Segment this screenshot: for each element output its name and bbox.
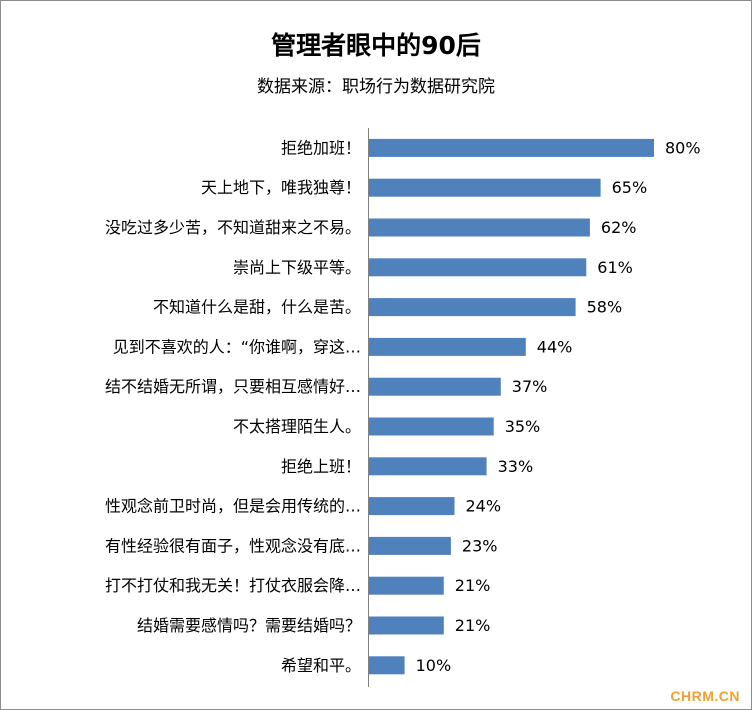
value-label: 33% <box>498 457 534 476</box>
bar <box>369 138 654 157</box>
bar <box>369 298 576 317</box>
bar <box>369 178 601 197</box>
value-label: 80% <box>665 138 701 157</box>
value-label: 21% <box>455 616 491 635</box>
value-label: 37% <box>512 377 548 396</box>
category-label: 拒绝上班！ <box>281 457 361 476</box>
bars-group <box>369 138 654 675</box>
category-label: 打不打仗和我无关！打仗衣服会降… <box>105 576 361 595</box>
bar <box>369 417 494 436</box>
bar <box>369 656 405 675</box>
chart-subtitle: 数据来源：职场行为数据研究院 <box>257 77 495 97</box>
value-label: 23% <box>462 536 498 555</box>
bar <box>369 337 526 356</box>
category-label: 不知道什么是甜，什么是苦。 <box>153 298 361 317</box>
category-label: 不太搭理陌生人。 <box>233 417 361 436</box>
category-label: 有性经验很有面子，性观念没有底… <box>105 536 361 555</box>
watermark-logo: CHRM.CN <box>670 688 740 704</box>
category-label: 没吃过多少苦，不知道甜来之不易。 <box>105 218 361 237</box>
value-label: 21% <box>455 576 491 595</box>
category-label: 崇尚上下级平等。 <box>233 258 361 277</box>
category-label: 性观念前卫时尚，但是会用传统的… <box>105 497 361 516</box>
value-label: 61% <box>597 258 633 277</box>
bar <box>369 536 451 555</box>
category-label: 结婚需要感情吗？需要结婚吗？ <box>137 616 361 635</box>
category-label: 见到不喜欢的人：“你谁啊，穿这… <box>113 337 361 356</box>
bar <box>369 377 501 396</box>
value-label: 24% <box>466 497 502 516</box>
category-label: 拒绝加班！ <box>281 138 361 157</box>
category-label: 天上地下，唯我独尊！ <box>201 178 361 197</box>
value-labels-group: 80% 65% 62% 61% 58% 44% 37% 35% 33% 24% 23% 21% 21% 1… <box>416 138 701 674</box>
value-label: 44% <box>537 337 573 356</box>
value-label: 62% <box>601 218 637 237</box>
bar <box>369 616 444 635</box>
value-label: 35% <box>505 417 541 436</box>
value-label: 65% <box>612 178 648 197</box>
bar <box>369 576 444 595</box>
bar <box>369 457 487 476</box>
bar <box>369 497 455 516</box>
bar <box>369 218 590 237</box>
value-label: 10% <box>416 656 452 675</box>
chart-title: 管理者眼中的90后 <box>271 31 481 60</box>
category-label: 希望和平。 <box>281 656 361 675</box>
category-labels-group: 拒绝加班！天上地下，唯我独尊！没吃过多少苦，不知道甜来之不易。崇尚上下级平等。不… <box>105 138 361 674</box>
bar <box>369 258 587 277</box>
category-label: 结不结婚无所谓，只要相互感情好… <box>105 377 361 396</box>
value-label: 58% <box>587 298 623 317</box>
